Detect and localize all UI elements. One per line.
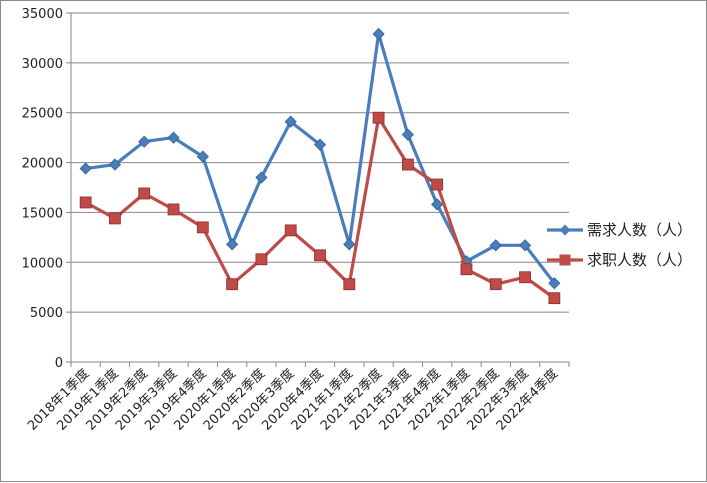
data-point [109,212,121,225]
series-line [85,32,556,285]
data-point [167,131,180,144]
data-point [313,138,327,151]
data-point [284,224,297,237]
data-point [431,198,444,211]
data-point [79,196,92,209]
y-tick-label: 5000 [30,306,63,321]
data-point [401,158,414,171]
data-point [489,239,502,252]
y-tick-label: 20000 [22,157,63,172]
legend-label: 求职人数（人） [587,251,692,269]
data-point [138,187,151,200]
data-point [519,271,531,284]
data-point [226,238,239,251]
series-2 [79,111,561,305]
legend-label: 需求人数（人） [587,221,692,239]
legend-item-2: 求职人数（人） [547,251,692,269]
data-point [226,278,239,291]
data-point [167,203,180,216]
data-point [108,158,122,171]
y-tick-label: 30000 [22,57,63,72]
y-tick-label: 0 [55,356,63,371]
gridlines [71,12,569,313]
data-point [548,277,561,290]
data-point [548,292,561,305]
axes: 050001000015000200002500030000350002018年… [22,7,570,434]
data-point [372,111,385,124]
data-point [255,253,268,266]
data-point [138,135,151,148]
data-point [518,239,532,252]
data-point [255,171,268,184]
data-point [343,238,356,251]
data-point [401,128,414,141]
data-point [79,162,92,175]
data-point [372,27,385,41]
data-point [314,249,326,262]
y-tick-label: 35000 [22,7,63,22]
legend-marker [559,224,571,236]
data-point [196,221,209,234]
data-point [460,263,473,276]
data-point [489,278,502,291]
series [79,27,561,305]
legend-marker [559,254,571,266]
data-point [284,115,297,128]
y-tick-label: 10000 [22,256,63,271]
y-tick-label: 15000 [22,206,63,221]
data-point [431,178,444,191]
data-point [196,150,209,163]
y-tick-label: 25000 [22,107,63,122]
data-point [343,278,356,291]
legend-item-1: 需求人数（人） [547,221,692,239]
legend: 需求人数（人） 求职人数（人） [547,221,692,269]
